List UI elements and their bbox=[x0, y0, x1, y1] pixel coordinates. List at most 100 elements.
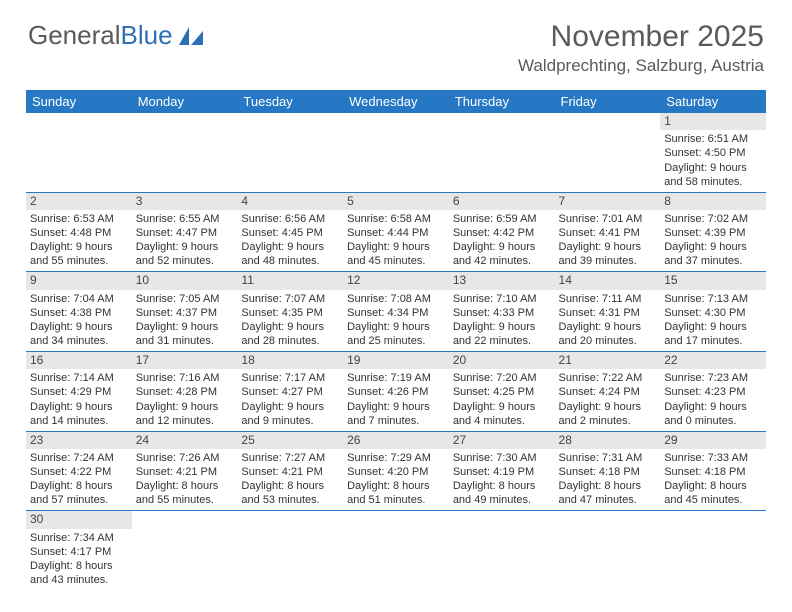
day-cell: 19 Sunrise: 7:19 AMSunset: 4:26 PMDayligh… bbox=[343, 352, 449, 432]
empty-cell bbox=[343, 113, 449, 192]
sunrise-text: Sunrise: 7:30 AM bbox=[453, 451, 551, 465]
sunset-text: Sunset: 4:44 PM bbox=[347, 226, 445, 240]
sunrise-text: Sunrise: 6:51 AM bbox=[664, 132, 762, 146]
day-number: 15 bbox=[660, 272, 766, 289]
calendar-row: 9 Sunrise: 7:04 AMSunset: 4:38 PM Daylight… bbox=[26, 272, 766, 352]
day-cell: 3Sunrise: 6:55 AMSunset: 4:47 PMDaylight… bbox=[132, 192, 238, 272]
daylight-text: Daylight: 9 hours and 4 minutes. bbox=[453, 400, 551, 428]
day-number: 19 bbox=[343, 352, 449, 369]
daylight-text: Daylight: 9 hours and 28 minutes. bbox=[241, 320, 339, 348]
sunset-text: Sunset: 4:31 PM bbox=[559, 306, 657, 320]
sunrise-text: Sunrise: 6:55 AM bbox=[136, 212, 234, 226]
day-cell: 12Sunrise: 7:08 AMSunset: 4:34 PMDayligh… bbox=[343, 272, 449, 352]
day-cell: 6Sunrise: 6:59 AMSunset: 4:42 PMDaylight… bbox=[449, 192, 555, 272]
sunrise-text: Sunrise: 7:23 AM bbox=[664, 371, 762, 385]
logo: GeneralBlue bbox=[28, 20, 205, 51]
daylight-text: Daylight: 9 hours and 17 minutes. bbox=[664, 320, 762, 348]
day-number: 28 bbox=[555, 432, 661, 449]
sunset-text: Sunset: 4:27 PM bbox=[241, 385, 339, 399]
sunrise-text: Sunrise: 6:53 AM bbox=[30, 212, 128, 226]
sunset-text: Sunset: 4:34 PM bbox=[347, 306, 445, 320]
sunset-text: Sunset: 4:26 PM bbox=[347, 385, 445, 399]
day-cell: 9Sunrise: 7:04 AMSunset: 4:38 PMDaylight… bbox=[26, 272, 132, 352]
day-cell: 8Sunrise: 7:02 AMSunset: 4:39 PMDaylight… bbox=[660, 192, 766, 272]
day-number: 6 bbox=[449, 193, 555, 210]
weekday-header: Wednesday bbox=[343, 90, 449, 113]
sunrise-text: Sunrise: 6:56 AM bbox=[241, 212, 339, 226]
weekday-header: Monday bbox=[132, 90, 238, 113]
daylight-text: Daylight: 8 hours and 45 minutes. bbox=[664, 479, 762, 507]
sunrise-text: Sunrise: 7:26 AM bbox=[136, 451, 234, 465]
sunset-text: Sunset: 4:25 PM bbox=[453, 385, 551, 399]
daylight-text: Daylight: 8 hours and 43 minutes. bbox=[30, 559, 128, 587]
sunrise-text: Sunrise: 7:19 AM bbox=[347, 371, 445, 385]
day-number: 17 bbox=[132, 352, 238, 369]
day-cell: 20 Sunrise: 7:20 AMSunset: 4:25 PMDayligh… bbox=[449, 352, 555, 432]
calendar-row: 16Sunrise: 7:14 AMSunset: 4:29 PMDayligh… bbox=[26, 352, 766, 432]
day-number: 14 bbox=[555, 272, 661, 289]
day-cell: 28Sunrise: 7:31 AMSunset: 4:18 PMDayligh… bbox=[555, 431, 661, 511]
day-number: 1 bbox=[660, 113, 766, 130]
sunrise-text: Sunrise: 7:01 AM bbox=[559, 212, 657, 226]
sunset-text: Sunset: 4:42 PM bbox=[453, 226, 551, 240]
header: GeneralBlue November 2025 Waldprechting,… bbox=[0, 0, 792, 82]
title-month: November 2025 bbox=[518, 20, 764, 54]
calendar-row: 30Sunrise: 7:34 AMSunset: 4:17 PMDayligh… bbox=[26, 511, 766, 590]
daylight-text: Daylight: 8 hours and 57 minutes. bbox=[30, 479, 128, 507]
day-number: 3 bbox=[132, 193, 238, 210]
daylight-text: Daylight: 8 hours and 51 minutes. bbox=[347, 479, 445, 507]
sunrise-text: Sunrise: 7:13 AM bbox=[664, 292, 762, 306]
empty-cell bbox=[555, 113, 661, 192]
day-number: 2 bbox=[26, 193, 132, 210]
sunset-text: Sunset: 4:18 PM bbox=[664, 465, 762, 479]
daylight-text: Daylight: 9 hours and 25 minutes. bbox=[347, 320, 445, 348]
daylight-text: Daylight: 9 hours and 12 minutes. bbox=[136, 400, 234, 428]
day-number: 18 bbox=[237, 352, 343, 369]
calendar-row: 2Sunrise: 6:53 AMSunset: 4:48 PMDaylight… bbox=[26, 192, 766, 272]
day-number: 22 bbox=[660, 352, 766, 369]
sunrise-text: Sunrise: 7:02 AM bbox=[664, 212, 762, 226]
daylight-text: Daylight: 9 hours and 31 minutes. bbox=[136, 320, 234, 348]
day-number: 27 bbox=[449, 432, 555, 449]
sunrise-text: Sunrise: 7:20 AM bbox=[453, 371, 551, 385]
day-cell: 2Sunrise: 6:53 AMSunset: 4:48 PMDaylight… bbox=[26, 192, 132, 272]
sunset-text: Sunset: 4:41 PM bbox=[559, 226, 657, 240]
daylight-text: Daylight: 9 hours and 7 minutes. bbox=[347, 400, 445, 428]
day-number: 8 bbox=[660, 193, 766, 210]
sunrise-text: Sunrise: 7:29 AM bbox=[347, 451, 445, 465]
title-location: Waldprechting, Salzburg, Austria bbox=[518, 56, 764, 76]
day-number: 30 bbox=[26, 511, 132, 528]
sunrise-text: Sunrise: 7:04 AM bbox=[30, 292, 128, 306]
calendar-row: 23Sunrise: 7:24 AMSunset: 4:22 PMDayligh… bbox=[26, 431, 766, 511]
sunset-text: Sunset: 4:19 PM bbox=[453, 465, 551, 479]
day-cell: 27 Sunrise: 7:30 AMSunset: 4:19 PMDayligh… bbox=[449, 431, 555, 511]
day-number: 10 bbox=[132, 272, 238, 289]
day-number: 20 bbox=[449, 352, 555, 369]
sunrise-text: Sunrise: 7:16 AM bbox=[136, 371, 234, 385]
day-cell: 25Sunrise: 7:27 AMSunset: 4:21 PMDayligh… bbox=[237, 431, 343, 511]
daylight-text: Daylight: 9 hours and 0 minutes. bbox=[664, 400, 762, 428]
daylight-text: Daylight: 9 hours and 58 minutes. bbox=[664, 161, 762, 189]
empty-cell bbox=[132, 511, 238, 590]
day-cell: 22 Sunrise: 7:23 AMSunset: 4:23 PMDayligh… bbox=[660, 352, 766, 432]
day-cell: 26Sunrise: 7:29 AMSunset: 4:20 PMDayligh… bbox=[343, 431, 449, 511]
sunrise-text: Sunrise: 7:34 AM bbox=[30, 531, 128, 545]
daylight-text: Daylight: 9 hours and 20 minutes. bbox=[559, 320, 657, 348]
day-number: 26 bbox=[343, 432, 449, 449]
sunset-text: Sunset: 4:35 PM bbox=[241, 306, 339, 320]
empty-cell bbox=[26, 113, 132, 192]
sunset-text: Sunset: 4:23 PM bbox=[664, 385, 762, 399]
logo-text-1: General bbox=[28, 20, 121, 51]
sunset-text: Sunset: 4:24 PM bbox=[559, 385, 657, 399]
day-cell: 10Sunrise: 7:05 AMSunset: 4:37 PMDayligh… bbox=[132, 272, 238, 352]
empty-cell bbox=[343, 511, 449, 590]
day-number: 24 bbox=[132, 432, 238, 449]
logo-sail-icon bbox=[177, 25, 205, 47]
sunset-text: Sunset: 4:28 PM bbox=[136, 385, 234, 399]
daylight-text: Daylight: 8 hours and 55 minutes. bbox=[136, 479, 234, 507]
sunrise-text: Sunrise: 6:58 AM bbox=[347, 212, 445, 226]
day-number: 9 bbox=[26, 272, 132, 289]
sunset-text: Sunset: 4:38 PM bbox=[30, 306, 128, 320]
daylight-text: Daylight: 8 hours and 49 minutes. bbox=[453, 479, 551, 507]
sunrise-text: Sunrise: 7:33 AM bbox=[664, 451, 762, 465]
